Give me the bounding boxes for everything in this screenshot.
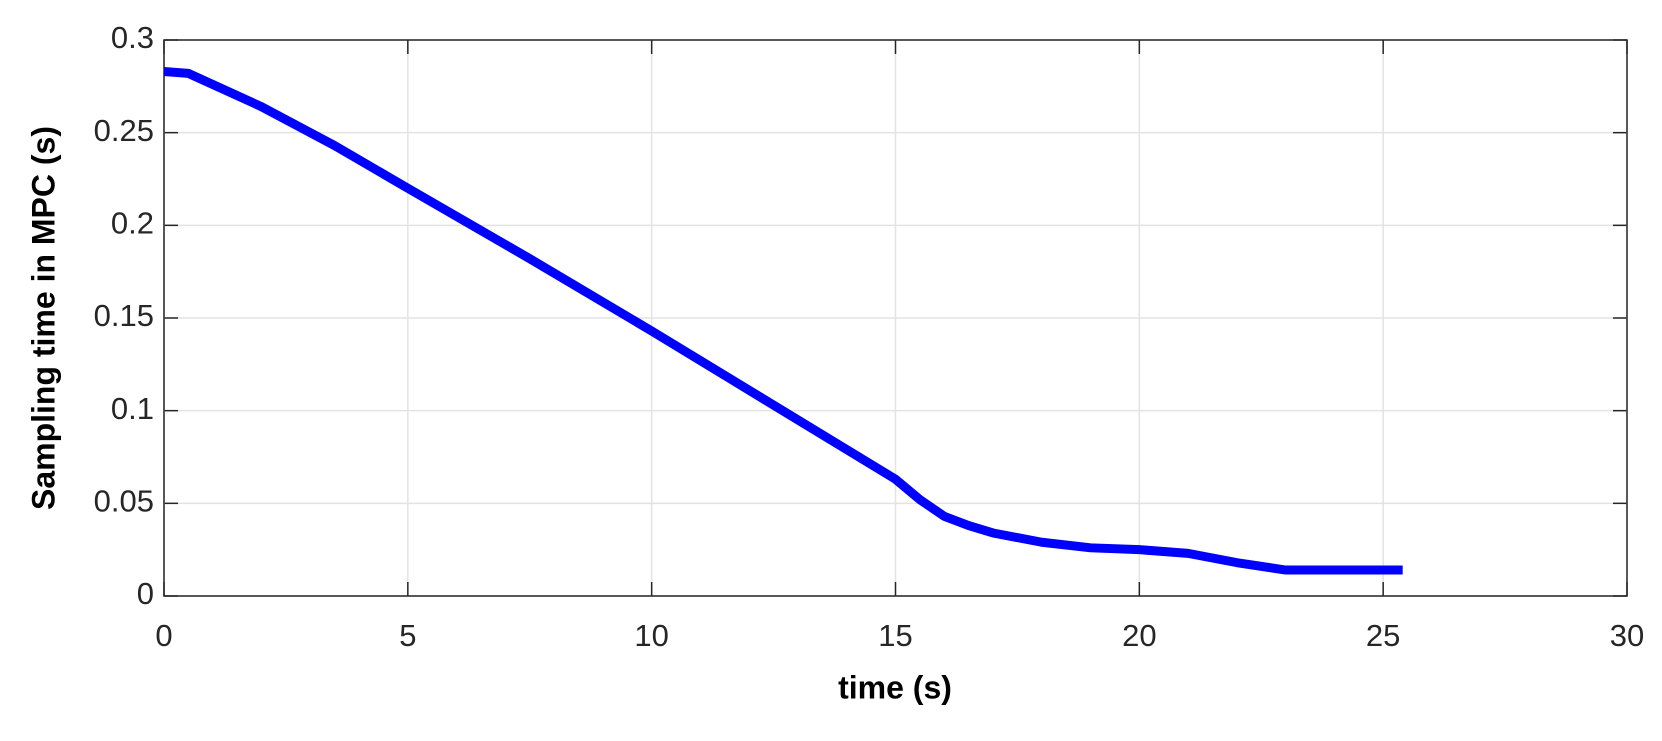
data-line xyxy=(163,67,1403,575)
y-tick-label: 0.1 xyxy=(111,391,154,426)
x-tick-label: 15 xyxy=(878,618,912,653)
x-axis-label: time (s) xyxy=(838,669,952,705)
y-tick-label: 0.2 xyxy=(111,206,154,241)
x-tick-label: 10 xyxy=(634,618,668,653)
x-tick-label: 0 xyxy=(155,618,172,653)
y-tick-label: 0.25 xyxy=(94,113,154,148)
x-tick-label: 30 xyxy=(1610,618,1644,653)
y-tick-label: 0 xyxy=(137,576,154,611)
y-axis-label: Sampling time in MPC (s) xyxy=(25,126,61,510)
x-tick-label: 5 xyxy=(399,618,416,653)
x-tick-label: 20 xyxy=(1122,618,1156,653)
y-tick-label: 0.05 xyxy=(94,484,154,519)
plot-frame xyxy=(163,39,1628,597)
y-tick-label: 0.3 xyxy=(111,20,154,55)
x-tick-label: 25 xyxy=(1366,618,1400,653)
y-tick-label: 0.15 xyxy=(94,298,154,333)
